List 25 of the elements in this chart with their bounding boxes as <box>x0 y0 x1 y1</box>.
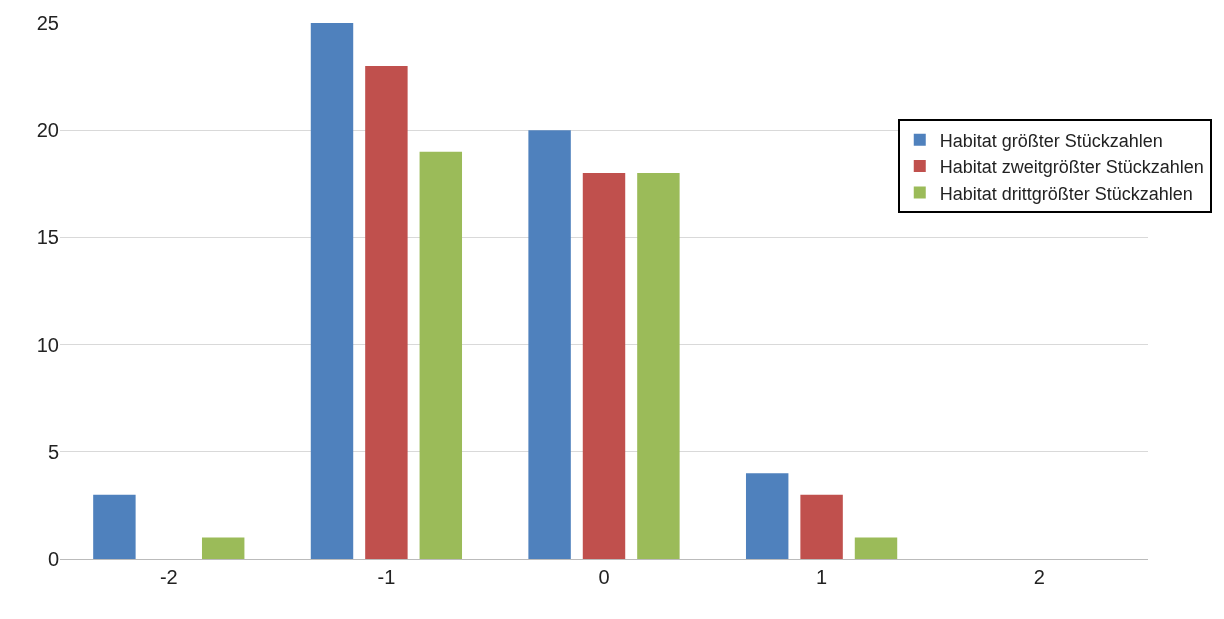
bar <box>582 173 626 559</box>
y-tick-label: 10 <box>36 333 59 356</box>
legend-label: Habitat größter Stückzahlen <box>939 130 1163 151</box>
bar <box>419 151 463 559</box>
bar <box>528 130 571 559</box>
legend-label: Habitat zweitgrößter Stückzahlen <box>939 157 1204 178</box>
legend-label: Habitat drittgrößter Stückzahlen <box>939 183 1193 204</box>
bar <box>800 494 843 559</box>
y-tick-label: 5 <box>47 440 59 463</box>
bar <box>637 173 680 559</box>
y-tick-label: 20 <box>36 119 59 142</box>
bar <box>93 494 136 559</box>
x-tick-label: 0 <box>598 566 610 588</box>
x-tick-label: -1 <box>377 566 396 588</box>
bar <box>201 537 245 559</box>
y-tick-label: 0 <box>47 548 59 570</box>
y-tick-label: 25 <box>36 12 59 34</box>
bar <box>745 473 789 559</box>
bar <box>854 537 898 559</box>
y-tick-label: 15 <box>36 226 59 249</box>
x-tick-label: -2 <box>159 566 178 588</box>
bar <box>365 65 408 559</box>
x-tick-label: 2 <box>1033 566 1045 588</box>
x-tick-label: 1 <box>816 566 828 588</box>
bar <box>310 23 354 559</box>
